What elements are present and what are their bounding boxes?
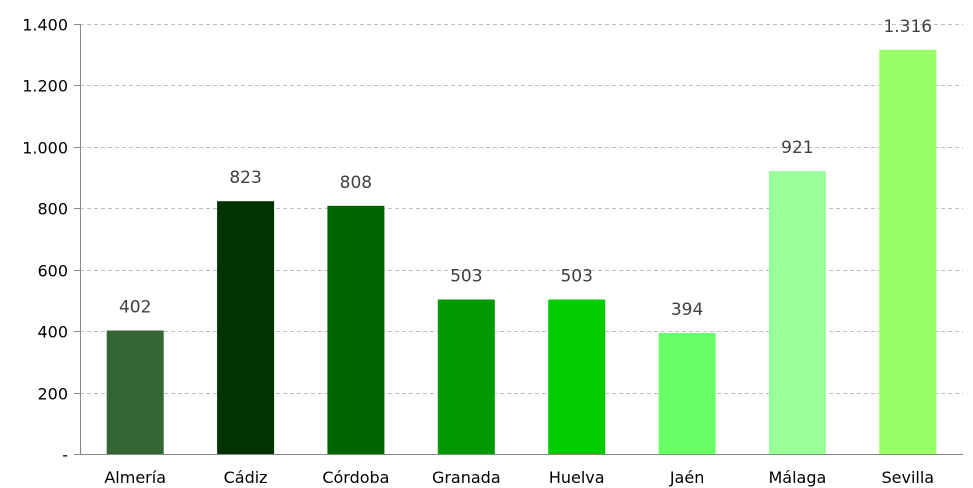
data-label: 823 (229, 168, 261, 188)
x-tick-label: Almería (104, 468, 166, 487)
x-tick-label: Málaga (768, 468, 826, 487)
bar (106, 330, 164, 454)
y-tick-label: - (62, 446, 68, 465)
data-label: 402 (119, 298, 151, 318)
y-tick-label: 1.400 (22, 16, 68, 35)
data-label: 503 (450, 267, 482, 287)
x-tick-label: Jaén (669, 468, 705, 487)
y-tick-label: 400 (37, 323, 68, 342)
data-label: 503 (560, 267, 592, 287)
x-tick-label: Granada (432, 468, 501, 487)
data-label: 921 (781, 138, 813, 158)
data-label: 394 (671, 300, 703, 320)
bar (548, 299, 606, 454)
x-tick-label: Huelva (549, 468, 605, 487)
bar (437, 299, 495, 454)
x-tick-label: Córdoba (322, 468, 389, 487)
y-tick-label: 200 (37, 385, 68, 404)
bar (327, 205, 385, 454)
bar (768, 171, 826, 454)
labels: - 200 400 600 800 1.000 1.200 1.400 402 Almería 82… (22, 16, 934, 488)
x-tick-label: Sevilla (881, 468, 934, 487)
y-tick-label: 1.200 (22, 77, 68, 96)
bar (217, 201, 275, 454)
axes (74, 24, 963, 455)
gridlines (80, 24, 963, 394)
x-tick-label: Cádiz (224, 468, 268, 487)
data-label: 808 (340, 173, 372, 193)
y-tick-label: 1.000 (22, 139, 68, 158)
bar (658, 333, 716, 454)
bars (106, 49, 937, 455)
bar (879, 49, 937, 455)
y-tick-label: 600 (37, 262, 68, 281)
data-label: 1.316 (883, 17, 932, 37)
y-tick-label: 800 (37, 200, 68, 219)
